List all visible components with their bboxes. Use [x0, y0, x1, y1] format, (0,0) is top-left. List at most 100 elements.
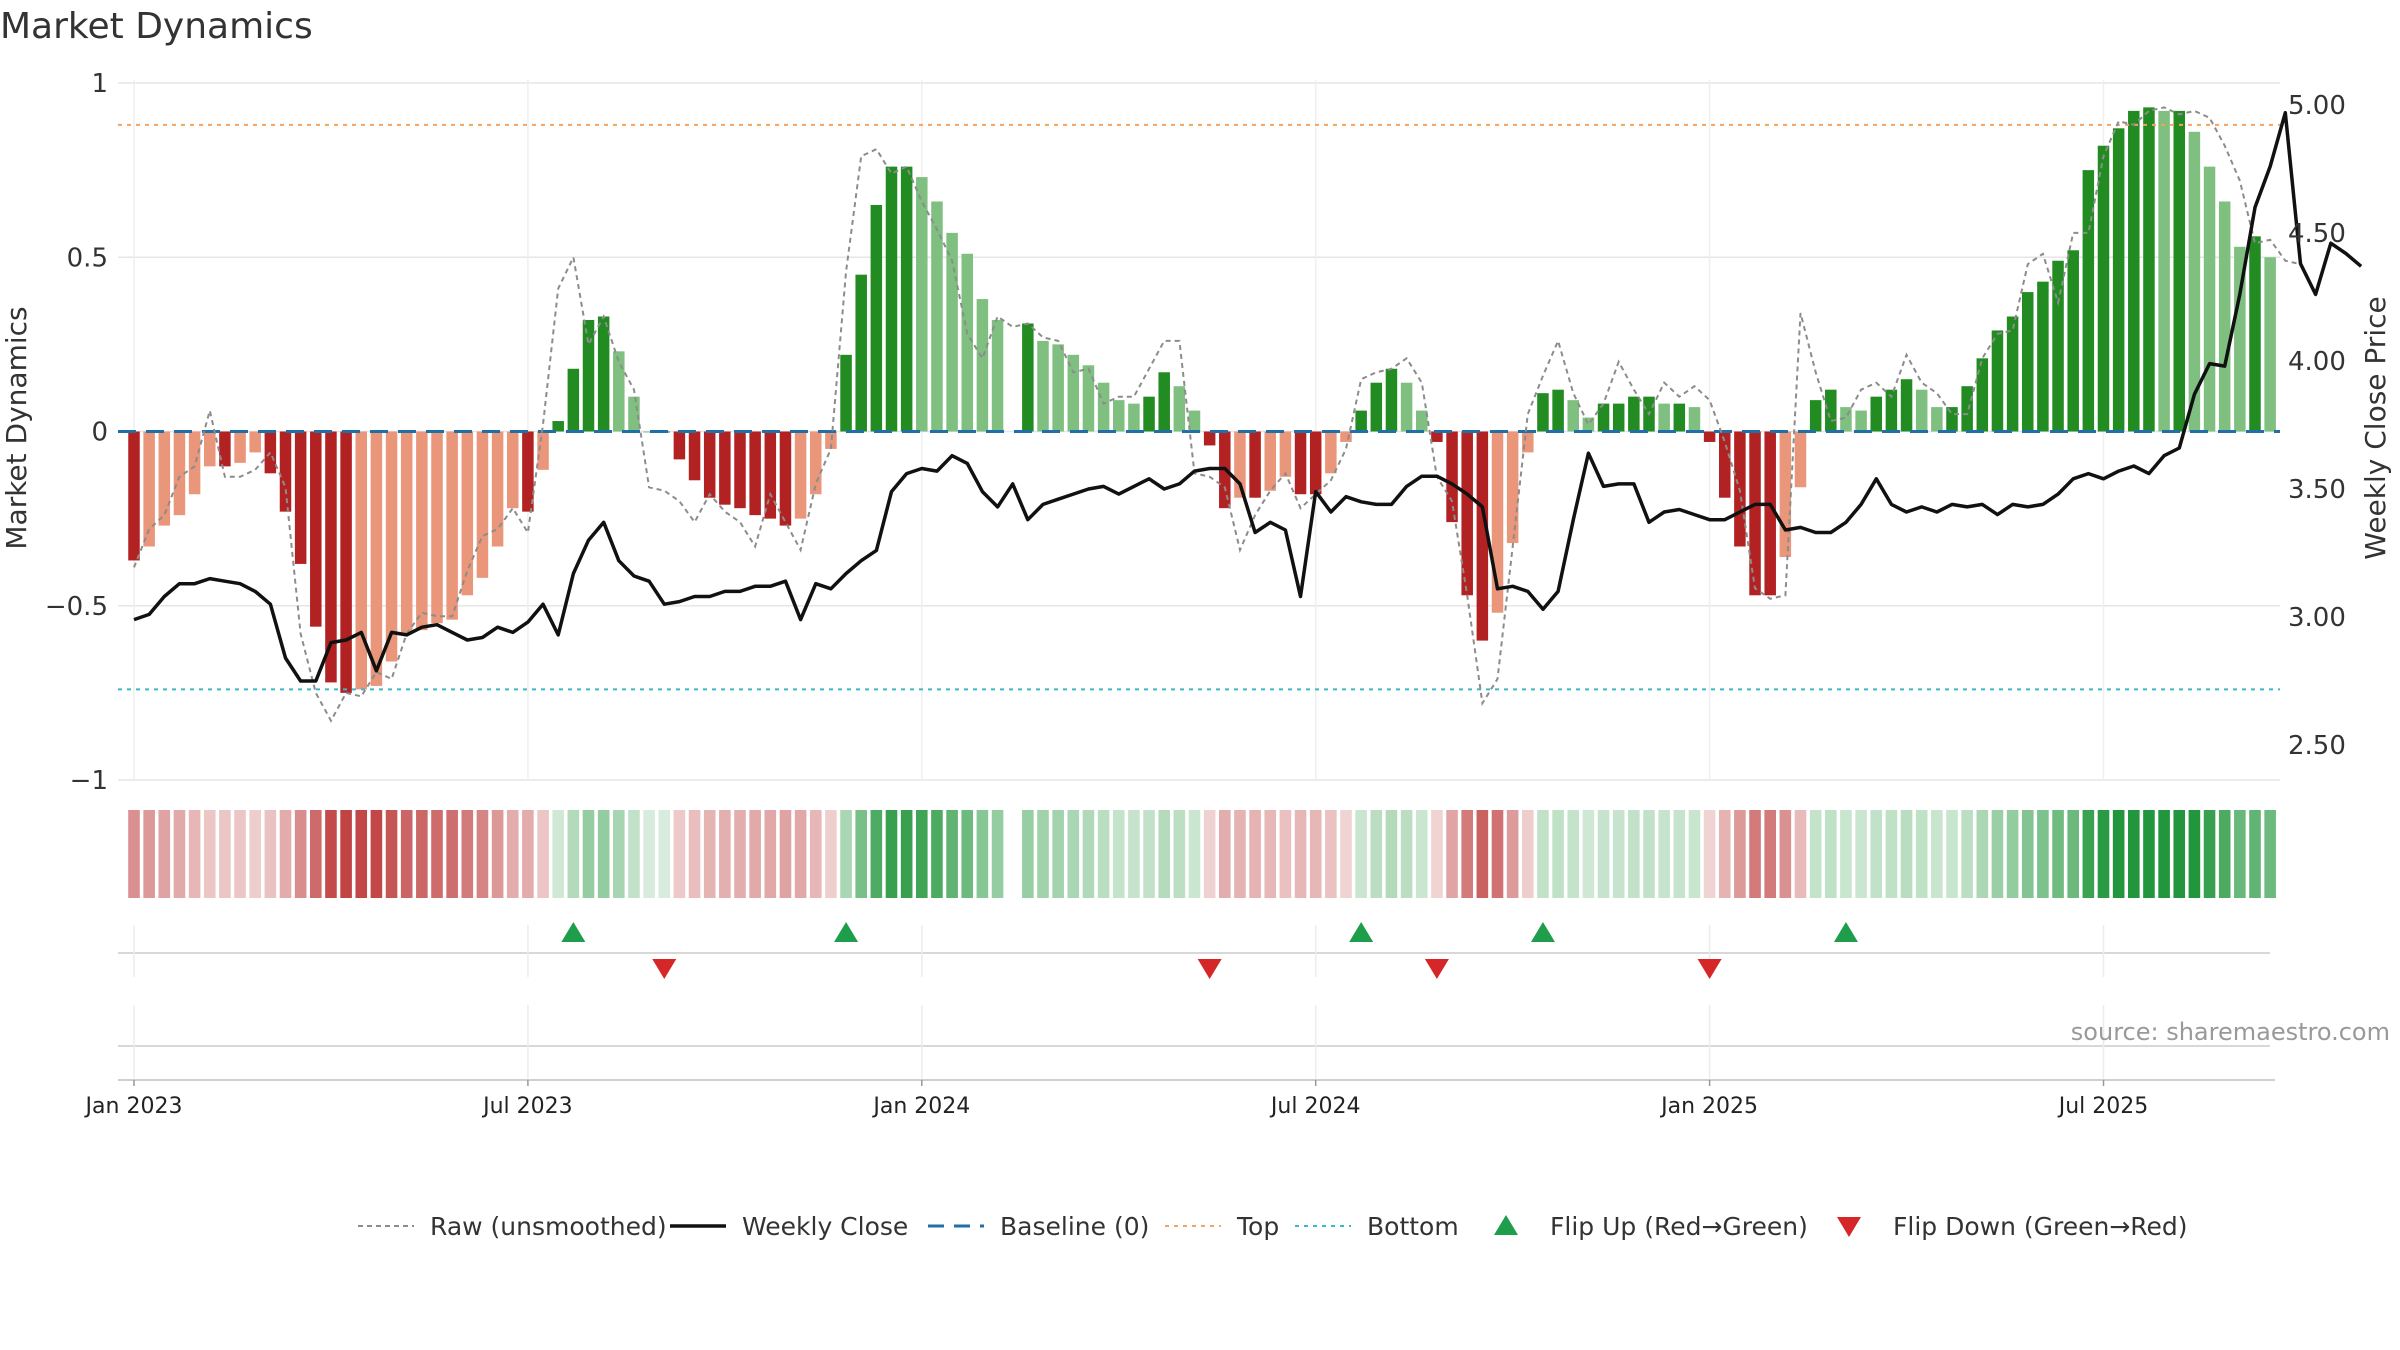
regime-cell — [1400, 810, 1413, 898]
x-tick-label: Jul 2025 — [2057, 1094, 2149, 1119]
regime-cell — [1809, 810, 1822, 898]
legend-label: Flip Down (Green→Red) — [1893, 1212, 2188, 1241]
dynamics-bar — [552, 421, 564, 432]
flip-down-marker — [652, 959, 677, 979]
regime-cell — [1855, 810, 1867, 898]
regime-cell — [2143, 810, 2155, 898]
regime-cell — [946, 810, 958, 898]
regime-cell — [900, 810, 913, 898]
dynamics-bar — [1915, 389, 1928, 432]
regime-cell — [310, 810, 322, 898]
dynamics-bar — [370, 431, 383, 686]
regime-cell — [385, 810, 398, 898]
regime-cell — [158, 810, 171, 898]
regime-cell — [1931, 810, 1943, 898]
x-tick-label: Jan 2024 — [871, 1094, 970, 1119]
dynamics-bar — [1961, 386, 1973, 432]
dynamics-bar — [900, 166, 913, 432]
regime-cell — [1643, 810, 1655, 898]
regime-cell — [1431, 810, 1443, 898]
regime-cell — [264, 810, 277, 898]
dynamics-bar — [1658, 403, 1670, 432]
regime-cell — [1885, 810, 1898, 898]
regime-cell — [1309, 810, 1322, 898]
regime-cell — [688, 810, 701, 898]
x-tick-label: Jan 2023 — [84, 1094, 183, 1119]
regime-cell — [2052, 810, 2064, 898]
regime-cell — [1370, 810, 1383, 898]
regime-cell — [461, 810, 474, 898]
regime-cell — [2097, 810, 2110, 898]
dynamics-bar — [688, 431, 701, 481]
regime-cell — [1415, 810, 1428, 898]
regime-cell — [2249, 810, 2261, 898]
legend-label: Top — [1236, 1212, 1279, 1241]
dynamics-bar — [1431, 431, 1443, 442]
dynamics-bar — [355, 431, 367, 690]
dynamics-bar — [1082, 365, 1095, 432]
dynamics-bar — [916, 177, 928, 432]
dynamics-bar — [734, 431, 746, 509]
dynamics-bar — [1567, 400, 1579, 432]
regime-cell — [1825, 810, 1837, 898]
dynamics-bar — [825, 431, 837, 449]
regime-cell — [249, 810, 261, 898]
regime-cell — [2173, 810, 2186, 898]
regime-cell — [1037, 810, 1049, 898]
dynamics-bar — [385, 431, 398, 662]
y-left-tick-label: 1 — [91, 69, 108, 99]
dynamics-bar — [1991, 330, 2004, 432]
regime-cell — [203, 810, 216, 898]
dynamics-bar — [219, 431, 231, 467]
regime-cell — [779, 810, 792, 898]
regime-cell — [719, 810, 731, 898]
dynamics-bar — [1476, 431, 1489, 641]
dynamics-bar — [1582, 417, 1595, 432]
dynamics-bar — [1719, 431, 1731, 498]
dynamics-bar — [1825, 389, 1837, 432]
regime-cell — [188, 810, 201, 898]
regime-cell — [1612, 810, 1625, 898]
dynamics-bar — [931, 201, 943, 432]
regime-cell — [613, 810, 625, 898]
dynamics-bar — [1506, 431, 1519, 544]
dynamics-bar — [597, 316, 610, 432]
y-right-tick-label: 2.50 — [2288, 731, 2346, 761]
regime-cell — [1991, 810, 2004, 898]
dynamics-bar — [1052, 344, 1064, 432]
dynamics-bar — [1249, 431, 1261, 498]
regime-cell — [2203, 810, 2216, 898]
regime-cell — [809, 810, 822, 898]
dynamics-bar — [1370, 382, 1383, 432]
dynamics-bar — [1931, 407, 1943, 432]
regime-cell — [2021, 810, 2034, 898]
legend-label: Raw (unsmoothed) — [430, 1212, 667, 1241]
dynamics-bar — [1749, 431, 1761, 596]
dynamics-bar — [1794, 431, 1807, 488]
regime-cell — [2188, 810, 2201, 898]
legend-swatch-flip-up — [1494, 1215, 1518, 1235]
dynamics-bar — [1946, 407, 1958, 432]
dynamics-bar — [1688, 407, 1701, 432]
legend-label: Flip Up (Red→Green) — [1550, 1212, 1808, 1241]
regime-cell — [1764, 810, 1776, 898]
regime-cell — [2006, 810, 2019, 898]
regime-cell — [1234, 810, 1246, 898]
dynamics-bar — [1097, 382, 1110, 432]
regime-cell — [506, 810, 519, 898]
dynamics-bar — [991, 319, 1004, 432]
regime-cell — [734, 810, 746, 898]
regime-cell — [1128, 810, 1140, 898]
regime-cell — [1461, 810, 1473, 898]
dynamics-bar — [416, 431, 428, 631]
regime-cell — [294, 810, 307, 898]
regime-cell — [491, 810, 504, 898]
regime-cell — [673, 810, 686, 898]
dynamics-bar — [2234, 246, 2246, 432]
dynamics-bar — [855, 274, 867, 432]
flip-up-marker — [1530, 922, 1555, 942]
y-left-tick-label: −0.5 — [45, 592, 108, 622]
dynamics-bar — [2067, 250, 2079, 432]
regime-cell — [991, 810, 1004, 898]
dynamics-bar — [476, 431, 489, 578]
